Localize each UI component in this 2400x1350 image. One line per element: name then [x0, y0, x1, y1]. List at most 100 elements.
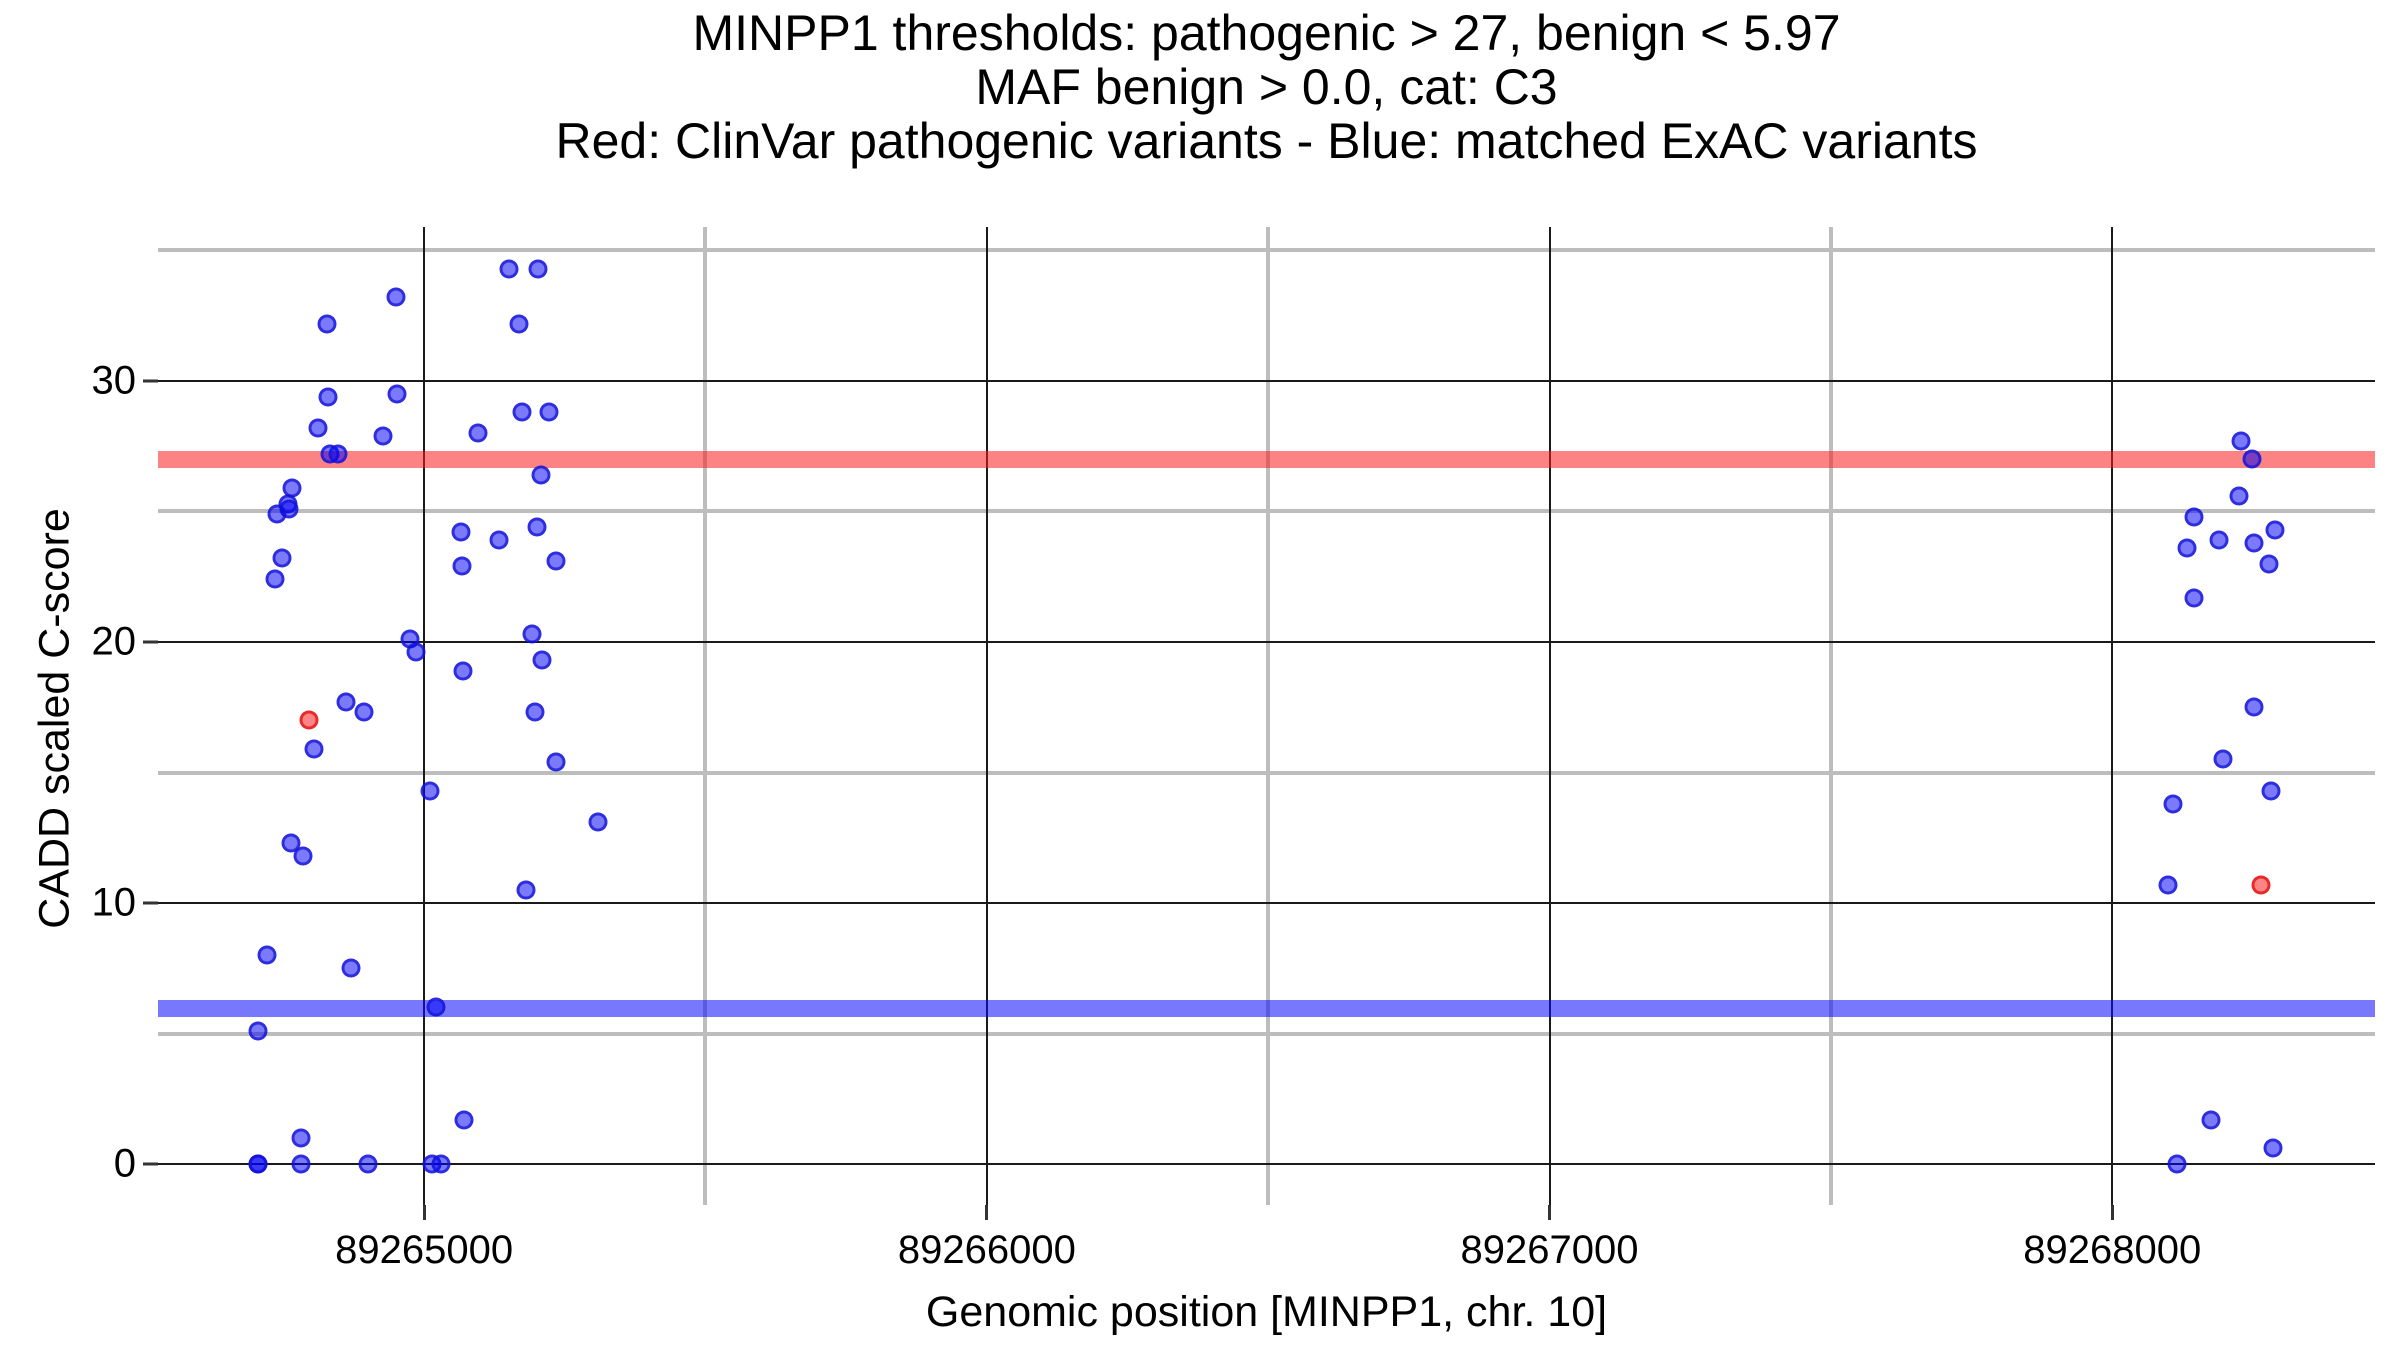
data-point-exac-blue	[317, 314, 337, 334]
data-point-exac-blue	[291, 1128, 311, 1148]
x-tick-label: 89267000	[1460, 1228, 1639, 1272]
data-point-exac-blue	[272, 548, 292, 568]
gridline-minor-vertical	[1828, 227, 1833, 1205]
gridline-major-vertical	[423, 227, 426, 1205]
data-point-exac-blue	[531, 465, 551, 485]
gridline-major-horizontal	[158, 379, 2375, 382]
data-point-exac-blue	[420, 781, 440, 801]
data-point-exac-blue	[2261, 781, 2281, 801]
data-point-exac-blue	[267, 504, 287, 524]
gridline-major-vertical	[985, 227, 988, 1205]
y-axis-tickmark	[143, 640, 158, 644]
x-tick-label: 89268000	[2023, 1228, 2202, 1272]
x-axis-tickmark	[985, 1205, 989, 1220]
data-point-exac-blue	[546, 752, 566, 772]
data-point-exac-blue	[248, 1154, 268, 1174]
data-point-exac-blue	[528, 259, 548, 279]
data-point-exac-blue	[2201, 1110, 2221, 1130]
data-point-exac-blue	[2244, 697, 2264, 717]
data-point-exac-blue	[318, 387, 338, 407]
data-point-exac-blue	[386, 287, 406, 307]
y-tick-label: 10	[91, 880, 137, 925]
y-tick-label: 20	[91, 619, 137, 664]
data-point-exac-blue	[532, 650, 552, 670]
plot-title-line3: Red: ClinVar pathogenic variants - Blue:…	[555, 113, 1978, 169]
data-point-exac-blue	[387, 384, 407, 404]
gridline-major-vertical	[1548, 227, 1551, 1205]
benign-threshold-band	[158, 999, 2375, 1017]
gridline-minor-vertical	[703, 227, 708, 1205]
data-point-exac-blue	[452, 556, 472, 576]
gridline-major-vertical	[2111, 227, 2114, 1205]
data-point-exac-blue	[451, 522, 471, 542]
x-axis-tickmark	[422, 1205, 426, 1220]
data-point-exac-blue	[2244, 533, 2264, 553]
x-axis-tickmark	[1548, 1205, 1552, 1220]
plot-panel	[158, 227, 2375, 1205]
gridline-major-horizontal	[158, 902, 2375, 904]
x-tick-label: 89266000	[897, 1228, 1076, 1272]
data-point-exac-blue	[2259, 554, 2279, 574]
data-point-exac-blue	[2163, 794, 2183, 814]
data-point-exac-blue	[588, 812, 608, 832]
data-point-exac-blue	[2184, 507, 2204, 527]
data-point-exac-blue	[265, 569, 285, 589]
y-axis-tickmark	[143, 1162, 158, 1166]
data-point-exac-blue	[2229, 486, 2249, 506]
data-point-exac-blue	[304, 739, 324, 759]
data-point-clinvar-red	[299, 710, 319, 730]
data-point-exac-blue	[2177, 538, 2197, 558]
y-axis-tickmark	[143, 379, 158, 383]
data-point-exac-blue	[509, 314, 529, 334]
gridline-major-horizontal	[158, 1163, 2375, 1166]
data-point-exac-blue	[257, 945, 277, 965]
data-point-exac-blue	[468, 423, 488, 443]
data-point-exac-blue	[2209, 530, 2229, 550]
data-point-exac-blue	[2158, 875, 2178, 895]
plot-title-line1: MINPP1 thresholds: pathogenic > 27, beni…	[692, 5, 1841, 61]
y-tick-label: 0	[113, 1141, 136, 1186]
data-point-exac-blue	[431, 1154, 451, 1174]
data-point-exac-blue	[336, 692, 356, 712]
data-point-exac-blue	[358, 1154, 378, 1174]
data-point-exac-blue	[328, 444, 348, 464]
data-point-exac-blue	[454, 1110, 474, 1130]
data-point-exac-blue	[2242, 449, 2262, 469]
data-point-exac-blue	[248, 1021, 268, 1041]
data-point-exac-blue	[499, 259, 519, 279]
data-point-exac-blue	[512, 402, 532, 422]
data-point-exac-blue	[516, 880, 536, 900]
data-point-exac-blue	[2167, 1154, 2187, 1174]
y-tick-label: 30	[91, 358, 137, 403]
data-point-exac-blue	[2213, 749, 2233, 769]
data-point-exac-blue	[539, 402, 559, 422]
data-point-exac-blue	[489, 530, 509, 550]
plot-title-line2: MAF benign > 0.0, cat: C3	[975, 59, 1558, 115]
plot-title: MINPP1 thresholds: pathogenic > 27, beni…	[158, 6, 2375, 168]
data-point-exac-blue	[453, 661, 473, 681]
data-point-exac-blue	[527, 517, 547, 537]
data-point-exac-blue	[525, 702, 545, 722]
data-point-exac-blue	[341, 958, 361, 978]
data-point-exac-blue	[291, 1154, 311, 1174]
data-point-exac-blue	[2265, 520, 2285, 540]
data-point-exac-blue	[2263, 1138, 2283, 1158]
x-tick-label: 89265000	[335, 1228, 514, 1272]
data-point-exac-blue	[522, 624, 542, 644]
gridline-minor-vertical	[1266, 227, 1271, 1205]
data-point-exac-blue	[373, 426, 393, 446]
data-point-exac-blue	[546, 551, 566, 571]
data-point-exac-blue	[308, 418, 328, 438]
x-axis-tickmark	[2110, 1205, 2114, 1220]
data-point-exac-blue	[2231, 431, 2251, 451]
gridline-major-horizontal	[158, 641, 2375, 643]
data-point-exac-blue	[2184, 588, 2204, 608]
y-axis-tickmark	[143, 901, 158, 905]
x-axis-title: Genomic position [MINPP1, chr. 10]	[925, 1288, 1608, 1336]
data-point-exac-blue	[293, 846, 313, 866]
data-point-clinvar-red	[2251, 875, 2271, 895]
data-point-exac-blue	[354, 702, 374, 722]
pathogenic-threshold-band	[158, 450, 2375, 468]
data-point-exac-blue	[406, 642, 426, 662]
